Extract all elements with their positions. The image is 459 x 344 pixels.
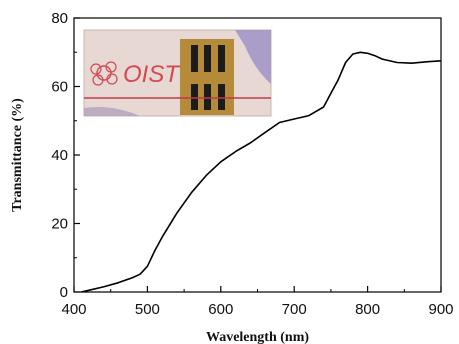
inset-photo: OIST xyxy=(83,29,272,117)
gloved-finger-bottom xyxy=(84,107,140,116)
y-tick-label: 60 xyxy=(51,79,68,96)
x-tick-label: 900 xyxy=(428,301,453,318)
y-axis-label: Transmittance (%) xyxy=(10,98,25,212)
x-tick-label: 700 xyxy=(282,301,307,318)
y-tick-label: 20 xyxy=(51,216,68,233)
y-tick-label: 40 xyxy=(51,147,68,164)
inset-label: OIST xyxy=(123,61,181,88)
y-tick-label: 0 xyxy=(60,284,68,301)
series-layer xyxy=(81,51,442,293)
axis-ticks: 400 500 600 700 800 900 0 20 40 60 80 xyxy=(51,10,453,318)
y-tick-label: 80 xyxy=(51,10,68,27)
logo-icon xyxy=(90,61,118,86)
series-line xyxy=(81,51,442,293)
x-axis-label: Wavelength (nm) xyxy=(206,330,309,344)
x-tick-label: 600 xyxy=(208,301,233,318)
gloved-finger-top xyxy=(235,30,271,84)
x-tick-label: 800 xyxy=(355,301,380,318)
x-tick-label: 500 xyxy=(135,301,160,318)
x-tick-label: 400 xyxy=(61,301,86,318)
